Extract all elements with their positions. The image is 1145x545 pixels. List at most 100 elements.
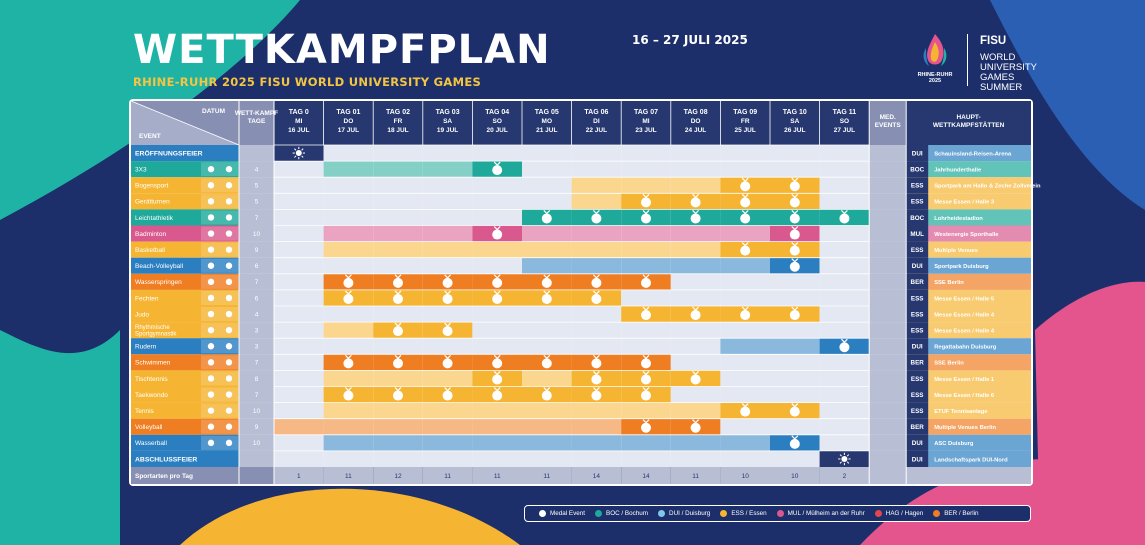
tage-cell	[239, 289, 274, 306]
medal-icon	[541, 358, 552, 369]
sport-pictogram-icon	[225, 262, 233, 269]
medal-ribbon	[642, 306, 650, 311]
day-cell	[621, 257, 671, 274]
legend-label: ESS / Essen	[731, 510, 767, 517]
medal-ribbon	[592, 290, 600, 295]
medal-ribbon	[592, 274, 600, 279]
venue-code-cell	[906, 177, 929, 194]
day-header-tag: TAG 01	[336, 109, 360, 116]
med-events-cell	[869, 273, 907, 290]
med-events-cell	[869, 257, 907, 274]
footer-count-cell	[522, 467, 572, 484]
medal-ribbon	[493, 161, 501, 166]
medal-icon	[442, 293, 453, 304]
page-title: WETTKAMPFPLAN	[133, 27, 551, 73]
venue-cell	[906, 225, 1031, 242]
day-cell	[720, 145, 770, 162]
day-header-weekday: SA	[790, 118, 799, 125]
venue-code-cell	[906, 161, 929, 178]
day-header-date: 27 JUL	[834, 127, 855, 134]
sport-pictogram-icon	[225, 375, 233, 382]
day-cell	[422, 418, 473, 435]
venue-name: Sportpark am Hallo & Zeche Zollverein	[934, 184, 1041, 190]
day-cell	[373, 402, 423, 419]
event-name: ABSCHLUSSFEIER	[135, 456, 197, 463]
tage-cell	[239, 322, 274, 339]
venue-cell	[906, 354, 1031, 371]
med-events-cell	[869, 225, 907, 242]
medal-icon	[789, 261, 800, 272]
tage-value: 7	[255, 215, 259, 222]
day-cell	[274, 386, 324, 403]
medal-icon	[393, 390, 403, 401]
day-cell	[274, 434, 324, 451]
event-cell	[131, 177, 239, 194]
logo-location: RHINE-RUHR 2025	[912, 72, 958, 84]
day-cell	[720, 161, 770, 178]
event-icon-area	[201, 258, 238, 273]
day-cell	[720, 370, 770, 387]
medal-ribbon	[394, 290, 402, 295]
medal-ribbon	[840, 338, 848, 344]
day-cell	[422, 177, 473, 194]
logo-location-line: 2025	[928, 78, 942, 84]
logo-text: WORLD UNIVERSITY GAMES SUMMER	[980, 53, 1037, 93]
day-header-tag: TAG 02	[386, 109, 410, 116]
day-header-weekday: MI	[642, 118, 649, 125]
tage-value: 7	[255, 279, 259, 286]
med-events-cell	[869, 354, 907, 371]
day-cell	[274, 257, 324, 274]
sport-pictogram-icon	[207, 246, 215, 253]
legend-item: Medal Event	[539, 510, 585, 517]
event-name: Sportgymnastik	[135, 332, 177, 338]
legend-item: DUI / Duisburg	[658, 510, 710, 517]
medal-ribbon	[642, 354, 650, 360]
day-cell	[770, 145, 820, 162]
event-name: Tischtennis	[135, 376, 168, 383]
sport-pictogram-icon	[207, 423, 215, 430]
day-header-date: 16 JUL	[288, 127, 309, 134]
day-cell	[274, 418, 324, 435]
event-cell	[131, 209, 239, 226]
venue-code-cell	[906, 225, 929, 242]
day-cell	[720, 338, 770, 355]
tage-cell	[239, 145, 274, 162]
day-cell	[819, 386, 870, 403]
medal-icon	[591, 293, 602, 304]
footer-count-cell	[274, 467, 324, 484]
day-header-weekday: DI	[593, 118, 600, 125]
day-cell	[422, 338, 473, 355]
medal-icon	[442, 277, 453, 288]
event-icon-area	[201, 355, 238, 370]
venue-name: Messe Essen / Halle 5	[934, 296, 995, 302]
day-cell	[373, 450, 423, 467]
venue-code: DUI	[912, 150, 923, 157]
day-cell	[670, 354, 721, 371]
day-cell	[522, 225, 572, 242]
venue-code-cell	[906, 193, 929, 210]
sport-pictogram-icon	[207, 198, 215, 205]
day-cell	[522, 306, 572, 323]
day-cell	[621, 241, 671, 258]
day-cell	[274, 370, 324, 387]
day-header-date: 19 JUL	[437, 127, 458, 134]
day-cell	[522, 177, 572, 194]
day-cell	[323, 418, 374, 435]
medal-ribbon	[692, 193, 700, 199]
tage-cell	[239, 450, 274, 467]
medal-icon	[789, 229, 800, 240]
tage-value: 10	[253, 231, 261, 238]
legend-label: BER / Berlin	[944, 510, 979, 517]
day-cell	[571, 418, 622, 435]
day-cell	[571, 306, 622, 323]
day-cell	[472, 257, 522, 274]
medal-icon	[591, 277, 602, 288]
day-cell	[819, 434, 870, 451]
venue-code-cell	[906, 418, 929, 435]
ceremony-icon	[841, 455, 848, 462]
medal-ribbon	[791, 177, 799, 183]
day-cell	[323, 177, 374, 194]
medal-icon	[740, 197, 751, 208]
tage-value: 4	[255, 166, 259, 173]
medal-icon	[789, 213, 800, 224]
